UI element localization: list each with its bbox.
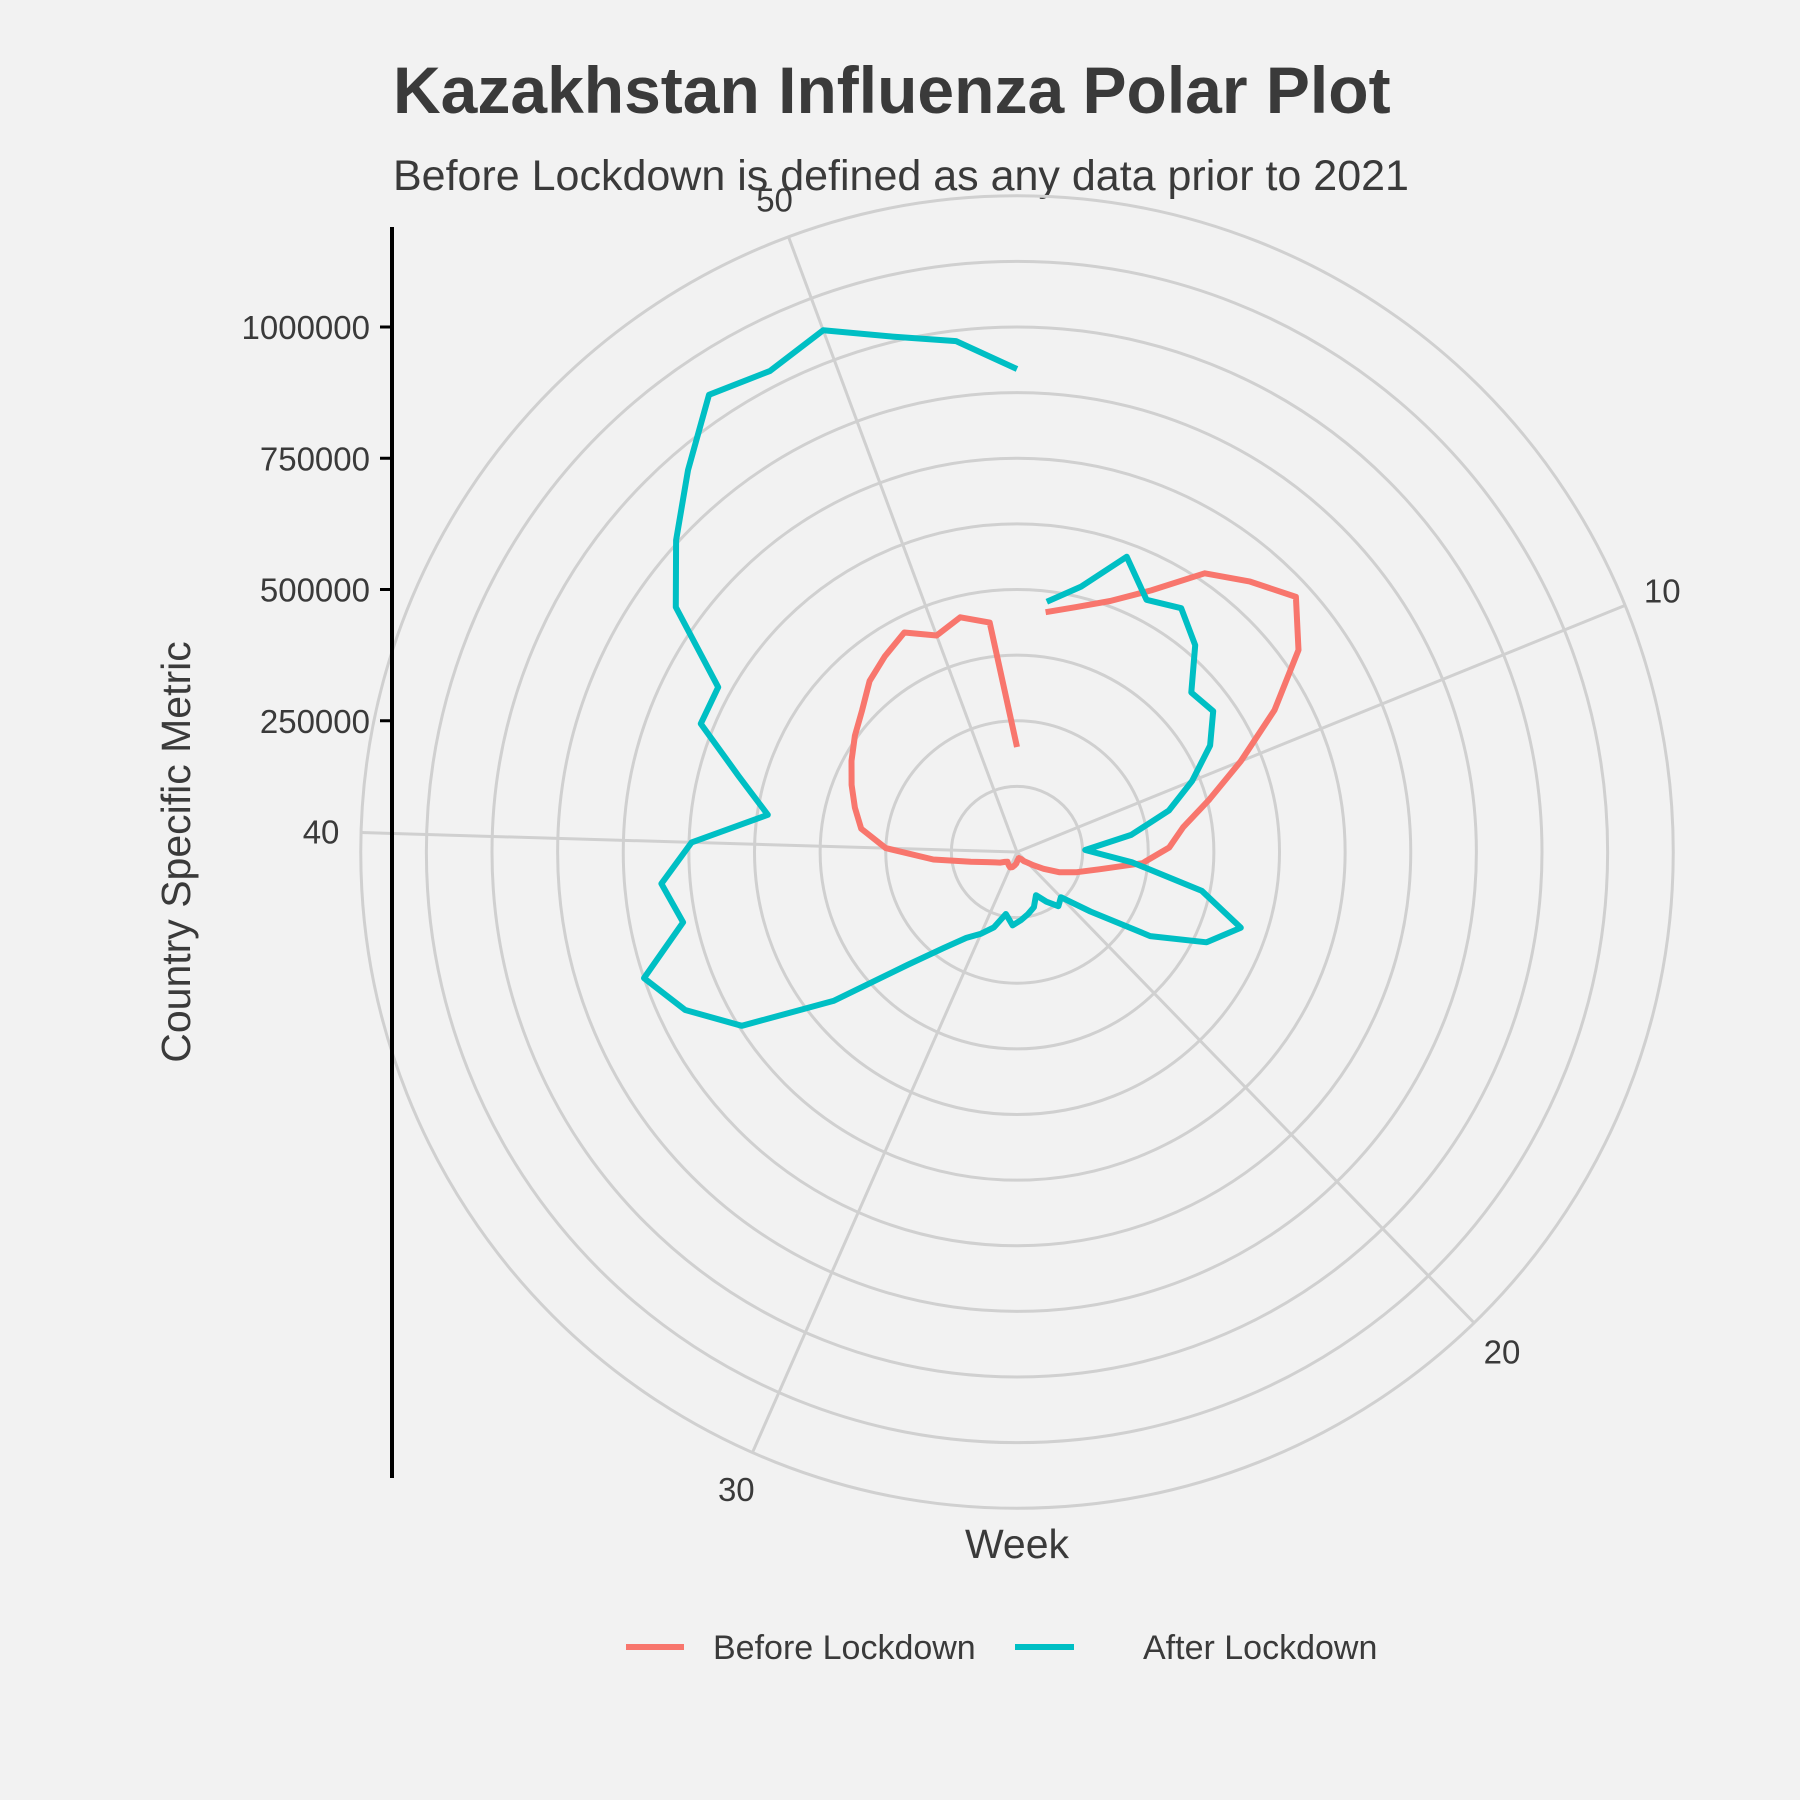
grid-circle-1125000 [424, 259, 1610, 1445]
angle-tick-label-30: 30 [718, 1471, 755, 1508]
grid-spoke-week-20 [1015, 850, 1476, 1324]
grid-circle-750000 [621, 456, 1413, 1248]
chart-subtitle: Before Lockdown is defined as any data p… [393, 152, 1409, 200]
grid-spoke-week-50 [787, 236, 1019, 853]
angle-tick-labels: 10 20 30 40 50 [303, 181, 1681, 1508]
y-tick-label-250000: 250000 [260, 703, 370, 740]
angle-tick-label-40: 40 [303, 813, 340, 850]
y-axis-title: Country Specific Metric [153, 641, 199, 1063]
legend: Before Lockdown After Lockdown [626, 1629, 1377, 1667]
grid-circle-875000 [556, 391, 1478, 1313]
x-axis-title: Week [965, 1521, 1070, 1567]
y-axis-ticks: 250000 500000 750000 1000000 [242, 309, 392, 740]
grid-circle-1000000 [490, 325, 1544, 1379]
grid-spoke-week-30 [751, 851, 1019, 1454]
series-lines [641, 327, 1302, 1029]
legend-label-before-lockdown: Before Lockdown [713, 1629, 976, 1667]
chart-title: Kazakhstan Influenza Polar Plot [393, 53, 1391, 127]
angle-tick-label-10: 10 [1644, 572, 1681, 609]
y-tick-label-1000000: 1000000 [242, 309, 370, 346]
grid-circle-375000 [818, 653, 1216, 1051]
angle-tick-label-50: 50 [756, 181, 793, 218]
series-line-after-lockdown [641, 327, 1244, 1029]
grid-circle-125000 [949, 784, 1085, 920]
y-tick-label-750000: 750000 [260, 440, 370, 477]
grid-circle-625000 [687, 522, 1347, 1182]
series-line-before-lockdown [848, 570, 1302, 876]
legend-label-after-lockdown: After Lockdown [1143, 1629, 1377, 1667]
grid-circle-250000 [884, 719, 1150, 985]
polar-grid [359, 194, 1675, 1510]
grid-circle-500000 [753, 588, 1281, 1116]
grid-spoke-week-10 [1016, 603, 1626, 854]
y-tick-label-500000: 500000 [260, 572, 370, 609]
grid-circle-outer [359, 194, 1675, 1510]
angle-tick-label-20: 20 [1484, 1334, 1521, 1371]
